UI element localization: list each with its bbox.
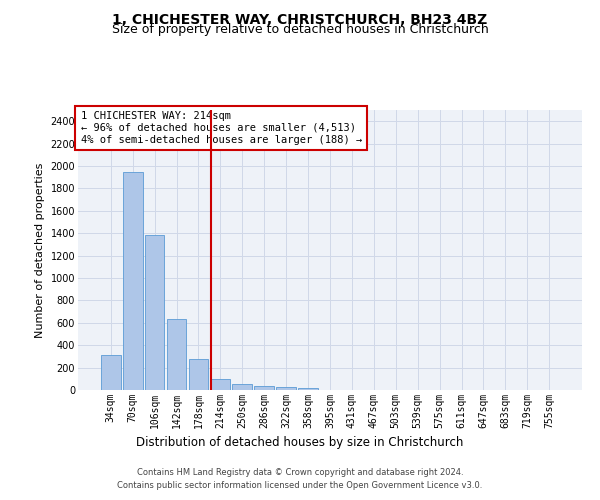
Bar: [298, 388, 318, 390]
Text: Size of property relative to detached houses in Christchurch: Size of property relative to detached ho…: [112, 24, 488, 36]
Bar: [254, 386, 274, 390]
Text: Contains HM Land Registry data © Crown copyright and database right 2024.: Contains HM Land Registry data © Crown c…: [137, 468, 463, 477]
Text: Contains public sector information licensed under the Open Government Licence v3: Contains public sector information licen…: [118, 480, 482, 490]
Bar: [188, 359, 208, 390]
Bar: [145, 236, 164, 390]
Bar: [167, 320, 187, 390]
Text: Distribution of detached houses by size in Christchurch: Distribution of detached houses by size …: [136, 436, 464, 449]
Bar: [211, 379, 230, 390]
Bar: [123, 172, 143, 390]
Bar: [276, 386, 296, 390]
Y-axis label: Number of detached properties: Number of detached properties: [35, 162, 45, 338]
Bar: [232, 384, 252, 390]
Text: 1 CHICHESTER WAY: 214sqm
← 96% of detached houses are smaller (4,513)
4% of semi: 1 CHICHESTER WAY: 214sqm ← 96% of detach…: [80, 112, 362, 144]
Bar: [101, 354, 121, 390]
Text: 1, CHICHESTER WAY, CHRISTCHURCH, BH23 4BZ: 1, CHICHESTER WAY, CHRISTCHURCH, BH23 4B…: [112, 12, 488, 26]
